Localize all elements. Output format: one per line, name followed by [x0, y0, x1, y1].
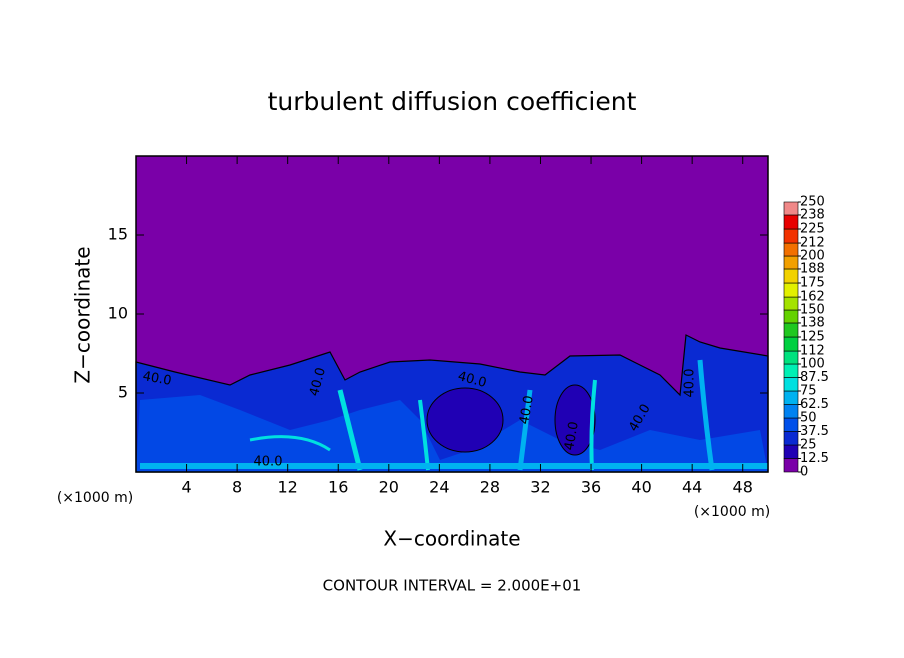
colorbar-swatch — [783, 214, 799, 230]
colorbar-tick-label: 62.5 — [800, 397, 829, 412]
contour-interval-note: CONTOUR INTERVAL = 2.000E+01 — [323, 577, 582, 595]
colorbar-tick-label: 238 — [800, 207, 825, 222]
colorbar-swatch — [783, 350, 799, 365]
colorbar-tick-label: 37.5 — [800, 424, 829, 439]
colorbar-swatch — [783, 444, 799, 459]
colorbar-tick-label: 188 — [800, 261, 825, 276]
colorbar-swatch — [783, 282, 799, 298]
colorbar-swatch — [783, 322, 799, 338]
y-unit: (×1000 m) — [57, 490, 133, 506]
colorbar-tick-label: 138 — [800, 315, 825, 330]
x-unit: (×1000 m) — [694, 504, 770, 520]
chart-title: turbulent diffusion coefficient — [268, 87, 637, 116]
x-tick-label: 12 — [278, 478, 298, 497]
contour-label: 40.0 — [307, 366, 329, 398]
colorbar-tick-label: 212 — [800, 236, 825, 251]
x-tick-label: 8 — [232, 478, 242, 497]
x-tick-label: 32 — [530, 478, 550, 497]
colorbar-tick-label: 12.5 — [800, 451, 829, 466]
x-tick-label: 40 — [631, 478, 651, 497]
colorbar-tick-label: 0 — [800, 465, 808, 480]
colorbar-tick-label: 175 — [800, 276, 825, 291]
plume — [249, 435, 331, 452]
contour-label: 40.0 — [456, 369, 488, 391]
colorbar-tick-label: 50 — [800, 411, 817, 426]
x-tick-label: 48 — [733, 478, 753, 497]
contour-label: 40.0 — [254, 455, 283, 470]
colorbar-tick-label: 87.5 — [800, 370, 829, 385]
colorbar-tick-label: 125 — [800, 330, 825, 345]
colorbar-tick-label: 225 — [800, 222, 825, 237]
y-tick-label: 5 — [118, 383, 128, 402]
plume — [337, 389, 363, 471]
y-tick-label: 10 — [108, 304, 128, 323]
eddy — [426, 387, 504, 453]
plume — [517, 389, 533, 471]
colorbar-tick-label: 200 — [800, 249, 825, 264]
x-tick-label: 16 — [328, 478, 348, 497]
turbulent-region — [136, 395, 768, 472]
x-tick-label: 24 — [429, 478, 449, 497]
colorbar-swatch — [783, 390, 799, 405]
colorbar-tick-label: 162 — [800, 290, 825, 305]
contour-label: 40.0 — [517, 394, 537, 425]
colorbar-swatch — [783, 363, 799, 378]
x-tick-label: 44 — [682, 478, 702, 497]
x-tick-label: 36 — [581, 478, 601, 497]
contour-label: 40.0 — [562, 420, 582, 451]
y-axis-label: Z−coordinate — [71, 246, 95, 383]
colorbar-swatch — [783, 336, 799, 352]
colorbar-tick-label: 25 — [800, 438, 817, 453]
colorbar-tick-label: 75 — [800, 384, 817, 399]
colorbar-swatch — [783, 377, 799, 392]
colorbar-swatch — [783, 309, 799, 324]
colorbar-swatch — [783, 228, 799, 244]
plume — [697, 359, 715, 471]
colorbar-swatch — [783, 458, 799, 473]
x-tick-label: 20 — [379, 478, 399, 497]
colorbar-swatch — [783, 255, 799, 270]
colorbar-tick-label: 250 — [800, 195, 825, 210]
colorbar-swatch — [783, 404, 799, 419]
plume — [589, 379, 597, 471]
colorbar-tick-label: 112 — [800, 344, 825, 359]
colorbar-swatch — [783, 431, 799, 446]
eddy — [554, 384, 596, 456]
x-axis-label: X−coordinate — [383, 527, 520, 551]
colorbar-swatch — [783, 201, 799, 216]
contour-label: 40.0 — [141, 369, 172, 389]
colorbar-tick-label: 100 — [800, 357, 825, 372]
colorbar-swatch — [783, 242, 799, 257]
colorbar-swatch — [783, 268, 799, 284]
x-tick-label: 4 — [181, 478, 191, 497]
field: 40.0 40.0 40.040.040.040.040.040.0 — [135, 156, 769, 473]
y-tick-label: 15 — [108, 225, 128, 244]
colorbar-swatch — [783, 296, 799, 311]
contour-label: 40.0 — [683, 369, 698, 398]
colorbar-tick-label: 150 — [800, 303, 825, 318]
x-tick-label: 28 — [480, 478, 500, 497]
colorbar-swatch — [783, 417, 799, 432]
